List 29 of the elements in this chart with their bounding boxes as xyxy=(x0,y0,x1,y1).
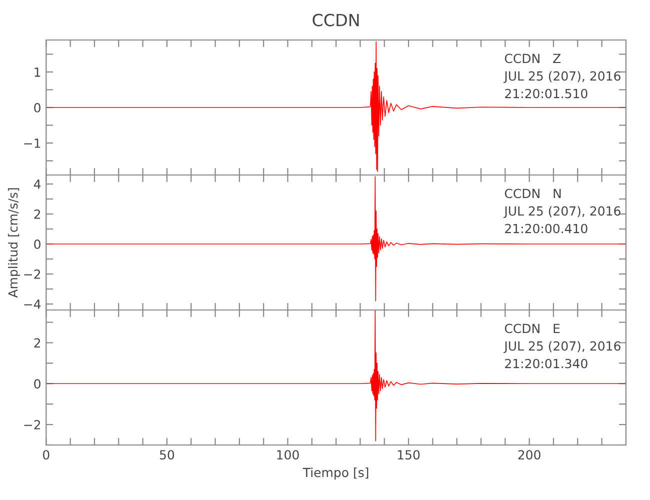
annotation: JUL 25 (207), 2016 xyxy=(504,71,620,84)
annotation: JUL 25 (207), 2016 xyxy=(504,341,620,354)
y-tick-label: −2 xyxy=(24,420,40,430)
y-tick-label: 4 xyxy=(34,180,41,189)
x-tick-label: 200 xyxy=(518,450,540,460)
x-tick-label: 150 xyxy=(398,450,420,460)
annotation: 21:20:01.510 xyxy=(505,88,588,98)
y-tick-label: −4 xyxy=(24,300,41,309)
annotation: CCDN Z xyxy=(504,54,561,64)
annotation: JUL 25 (207), 2016 xyxy=(504,206,620,218)
y-tick-label: 2 xyxy=(34,338,40,348)
y-tick-label: −1 xyxy=(24,138,40,148)
y-tick-label: 1 xyxy=(34,68,40,77)
x-tick-label: 0 xyxy=(43,450,50,460)
y-tick-label: −2 xyxy=(24,269,40,279)
y-tick-label: 2 xyxy=(34,209,40,219)
annotation: CCDN E xyxy=(504,324,560,334)
annotation: 21:20:01.340 xyxy=(505,358,588,368)
y-tick-label: 0 xyxy=(34,379,40,389)
x-tick-label: 100 xyxy=(277,450,299,460)
x-axis-title: Tiempo [s] xyxy=(302,468,368,480)
y-axis-title: Amplitud [cm/s/s] xyxy=(8,188,20,298)
chart-title: CCDN xyxy=(312,14,359,26)
annotation: 21:20:00.410 xyxy=(505,224,588,234)
y-tick-label: 0 xyxy=(34,102,40,112)
y-tick-label: 0 xyxy=(34,239,40,249)
x-tick-label: 50 xyxy=(160,450,174,460)
annotation: CCDN N xyxy=(504,188,561,198)
line-series xyxy=(46,41,626,172)
